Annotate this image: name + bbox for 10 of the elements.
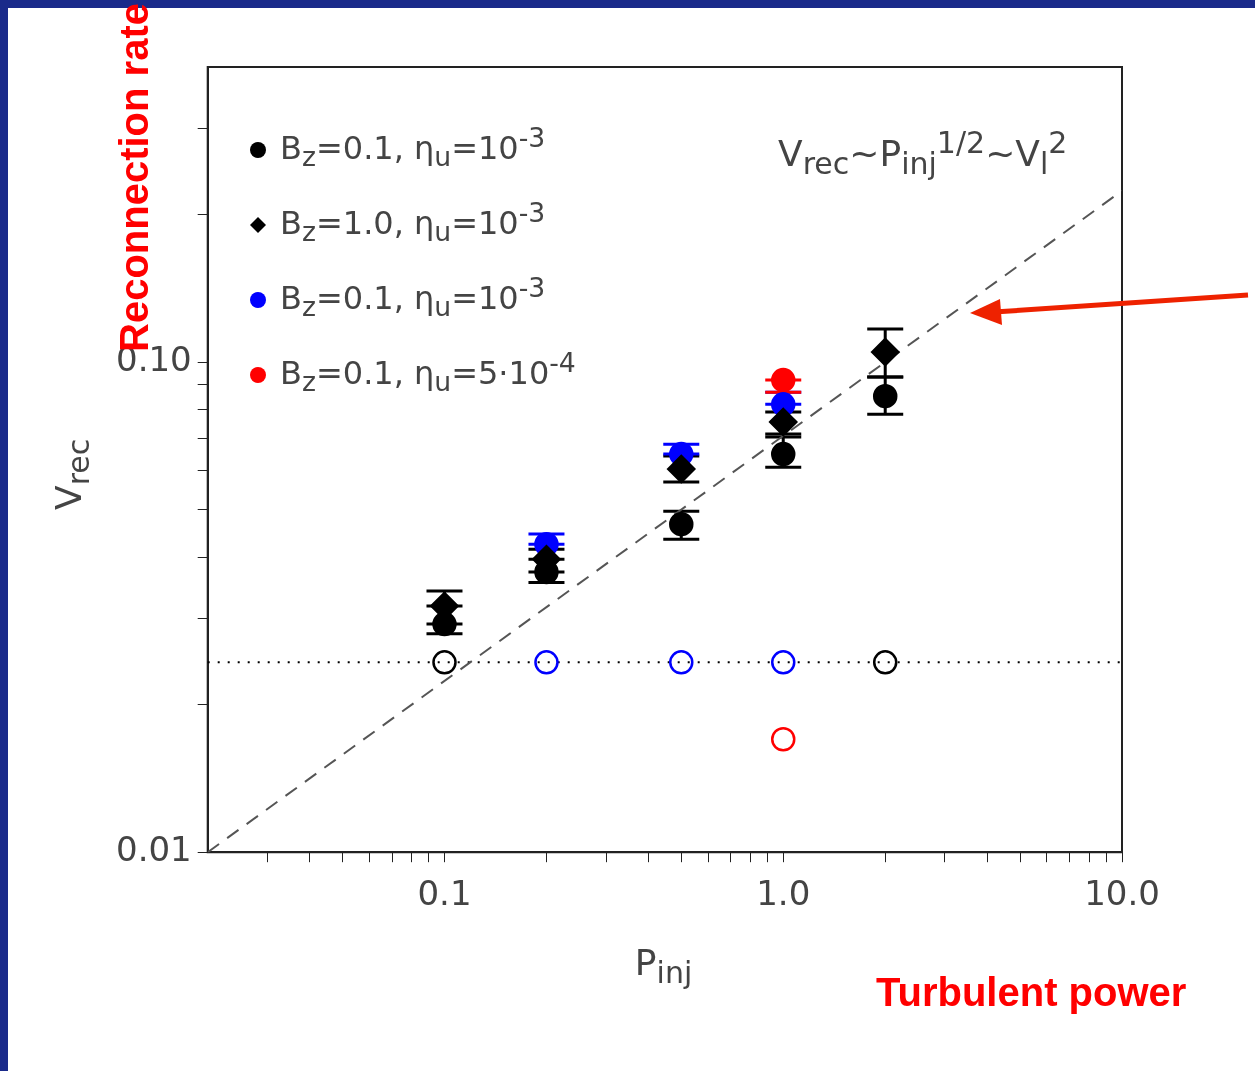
legend-label: B$_{z}$=0.1, η$_{u}$=10$^{-3}$ [280, 272, 546, 323]
legend-label: B$_{z}$=1.0, η$_{u}$=10$^{-3}$ [280, 197, 546, 248]
y-tick-label: 0.01 [116, 829, 192, 870]
x-axis-title: P$_{inj}$ [634, 942, 693, 991]
legend-label: B$_{z}$=0.1, η$_{u}$=10$^{-3}$ [280, 122, 546, 173]
legend-label: B$_{z}$=0.1, η$_{u}$=5·10$^{-4}$ [280, 347, 576, 398]
x-tick-label: 10.0 [1084, 873, 1160, 914]
x-tick-label: 0.1 [417, 873, 472, 914]
text: Turbulent power [876, 970, 1187, 1015]
x-tick-label: 1.0 [756, 873, 811, 914]
